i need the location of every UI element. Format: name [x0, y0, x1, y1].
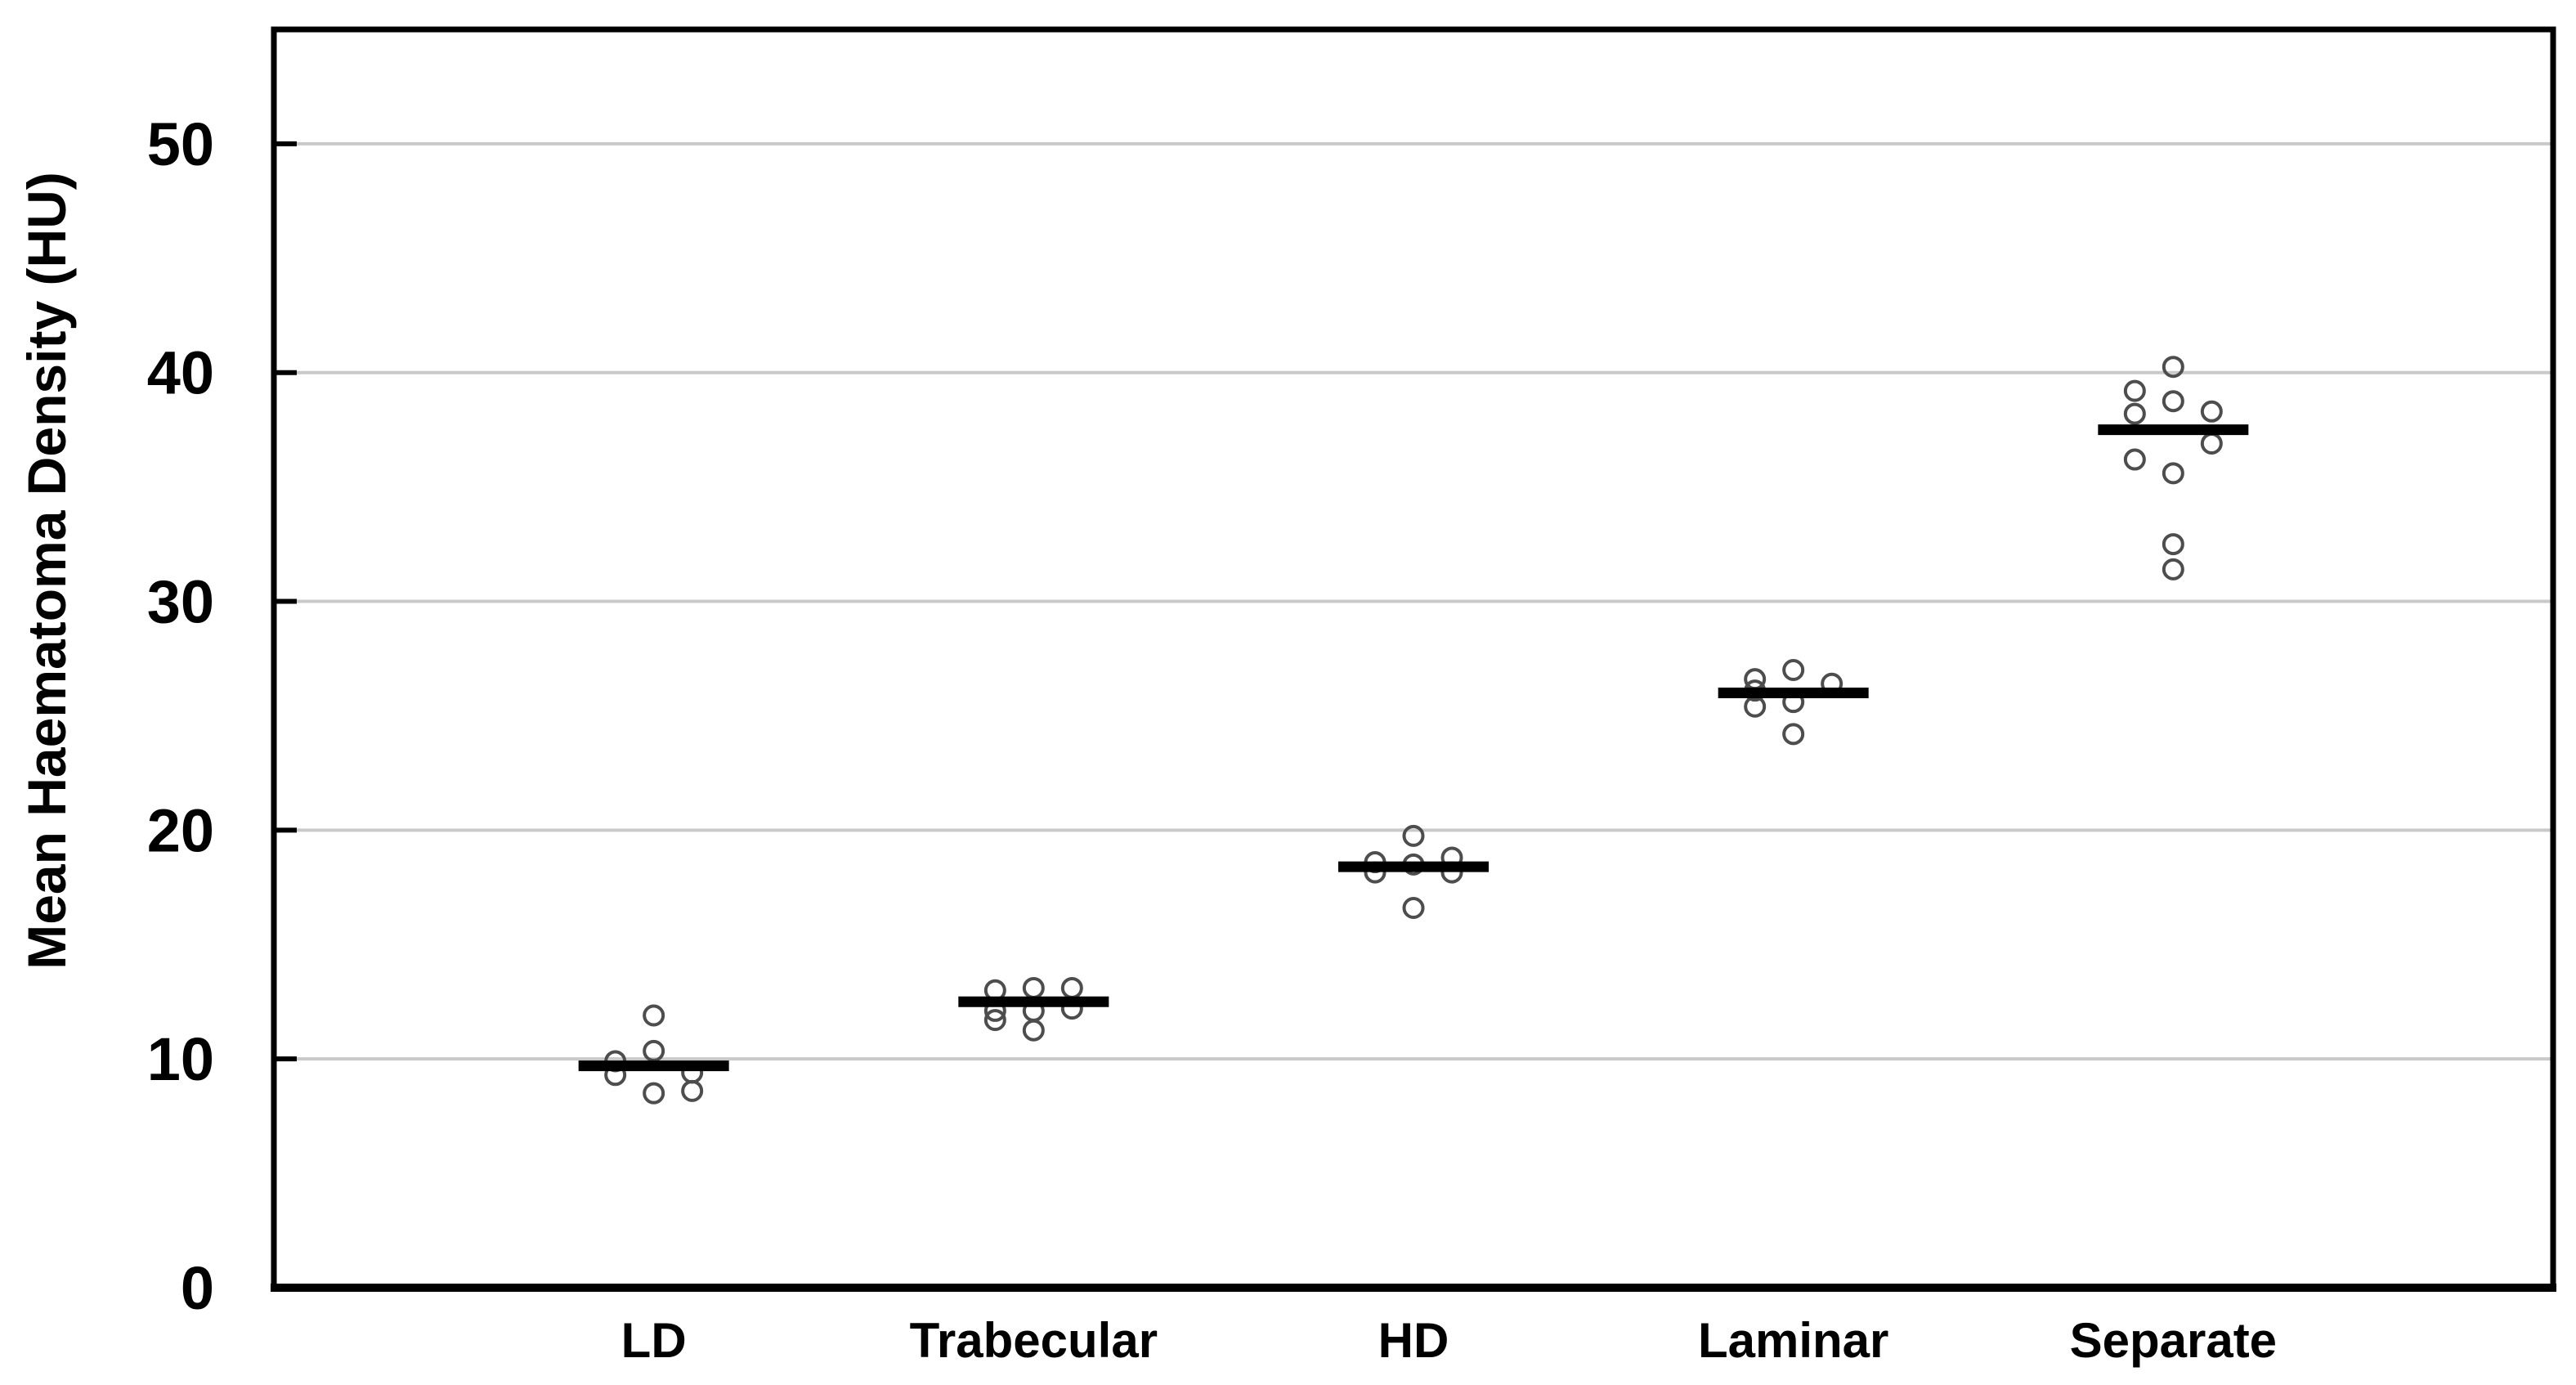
data-point [983, 1009, 1006, 1032]
x-category-label-separate: Separate [2070, 1313, 2277, 1368]
data-point [2162, 390, 2184, 413]
data-point [1022, 1019, 1045, 1042]
data-point [2200, 400, 2223, 423]
data-point [2162, 533, 2184, 556]
data-point [1782, 723, 1805, 746]
y-tick-label-30: 30 [147, 568, 214, 636]
y-tick-label-10: 10 [147, 1025, 214, 1093]
data-point [681, 1079, 704, 1102]
data-point [2162, 356, 2184, 379]
data-point [643, 1082, 665, 1105]
plot-border [271, 26, 2556, 1291]
axes-group [271, 26, 2556, 1292]
y-tick-label-40: 40 [147, 339, 214, 407]
data-point [2123, 448, 2146, 471]
median-lines-group [578, 424, 2249, 1072]
data-point [1402, 897, 1425, 920]
data-point [1782, 658, 1805, 681]
gridlines-group [274, 141, 2553, 1061]
y-tick-label-20: 20 [147, 796, 214, 864]
x-category-label-laminar: Laminar [1698, 1313, 1888, 1368]
x-category-label-trabecular: Trabecular [910, 1313, 1158, 1368]
data-point [643, 1039, 665, 1062]
data-point [2162, 462, 2184, 485]
axis-labels-group: 0 10 20 30 40 50 LD Trabecular HD Laminar Separate… [16, 110, 2277, 1368]
data-point [2123, 379, 2146, 402]
data-point [2123, 402, 2146, 425]
y-tick-label-0: 0 [181, 1254, 214, 1322]
y-tick-label-50: 50 [147, 110, 214, 178]
data-point [2162, 558, 2184, 580]
data-point [1060, 976, 1083, 999]
x-category-label-ld: LD [621, 1313, 687, 1368]
data-points-group [604, 356, 2223, 1105]
data-point [643, 1004, 665, 1027]
x-category-label-hd: HD [1378, 1313, 1449, 1368]
y-axis-title: Mean Haematoma Density (HU) [16, 172, 77, 970]
data-point [1402, 824, 1425, 847]
data-point [1022, 976, 1045, 999]
data-point [2200, 432, 2223, 455]
